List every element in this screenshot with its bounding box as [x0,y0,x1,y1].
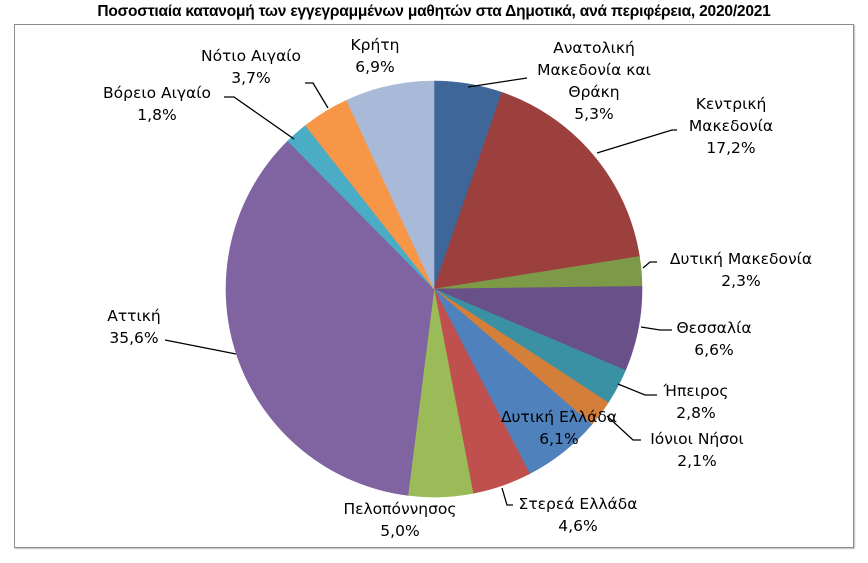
leader-ste [501,487,513,506]
label-notio-aigaio: Νότιο Αιγαίο 3,7% [200,47,302,87]
leader-att [164,339,237,355]
pie-slice [346,80,435,290]
leader-lines [164,77,677,506]
leader-ipi [617,383,657,396]
label-dytiki-ellada: Δυτική Ελλάδα 6,1% [500,408,618,448]
label-kriti: Κρήτη 6,9% [350,36,400,76]
label-anatoliki-makedonia-thraki: Ανατολική Μακεδονία και Θράκη 5,3% [537,39,651,123]
leader-amth [467,77,528,88]
label-attiki: Αττική 35,6% [107,307,161,347]
label-voreio-aigaio: Βόρειο Αιγαίο 1,8% [103,84,211,124]
label-ipeiros: Ήπειρος 2,8% [663,382,729,422]
label-thessalia: Θεσσαλία 6,6% [676,319,752,359]
pie-slice [225,140,435,496]
label-ionioi-nisoi: Ιόνιοι Νήσοι 2,1% [650,430,744,470]
leader-thes [640,326,672,331]
leader-dm [642,261,657,269]
leader-km [596,129,677,154]
leader-va [224,96,295,140]
label-sterea-ellada: Στερεά Ελλάδα 4,6% [518,495,638,535]
label-kentriki-makedonia: Κεντρική Μακεδονία 17,2% [688,95,774,157]
leader-ion [606,415,641,441]
pie-slice [433,92,640,290]
chart-title: Ποσοστιαία κατανομή των εγγεγραμμένων μα… [97,3,771,20]
label-peloponnisos: Πελοπόννησος 5,0% [343,500,457,540]
label-dytiki-makedonia: Δυτική Μακεδονία 2,3% [669,250,813,290]
leader-na [305,82,329,109]
pie-slices [225,80,643,498]
